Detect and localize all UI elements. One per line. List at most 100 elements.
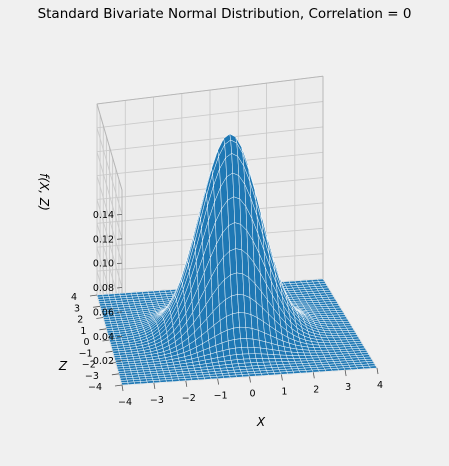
surface-quad	[368, 365, 378, 369]
surface-quad	[240, 338, 249, 348]
surface-quad	[221, 340, 230, 351]
y-tick-mark	[96, 317, 104, 319]
y-tick-label: 0	[83, 337, 89, 348]
surface-quad	[225, 295, 233, 317]
surface-quad	[227, 196, 235, 226]
y-tick-mark	[102, 339, 110, 342]
y-tick-label: 1	[80, 326, 86, 337]
y-tick-mark	[111, 373, 119, 376]
surface-quad	[171, 378, 180, 382]
surface-quad	[178, 378, 187, 382]
surface-quad	[140, 380, 148, 384]
surface-quad	[230, 359, 239, 365]
surface-quad	[228, 222, 236, 252]
x-tick-label: −1	[214, 391, 228, 402]
surface-quad	[230, 272, 238, 297]
y-tick-mark	[99, 328, 107, 331]
y-tick-label: −1	[79, 348, 93, 359]
x-tick-label: 4	[377, 380, 383, 391]
tick-labels: 0.020.040.060.080.100.120.14−4 −3 −2 −1 0 1 2 3…	[71, 210, 383, 408]
surface-quad	[236, 353, 244, 360]
z-tick-label: 0.08	[93, 283, 114, 294]
x-tick-label: −3	[150, 395, 164, 406]
surface-quad	[248, 373, 257, 377]
surface-quad	[243, 358, 252, 364]
surface-quad	[225, 152, 233, 178]
x-tick-mark	[217, 378, 219, 385]
pane-edge	[96, 103, 123, 191]
x-tick-label: 1	[281, 386, 287, 397]
surface-quad	[159, 379, 167, 383]
surface-quad	[197, 376, 206, 381]
x-tick-label: −2	[182, 393, 196, 404]
z-tick-mark	[116, 238, 123, 240]
surface-quad	[235, 374, 244, 378]
surface-quad	[121, 382, 129, 386]
surface-quad	[260, 372, 269, 376]
surface-quad	[222, 375, 231, 379]
y-tick-label: −2	[82, 360, 96, 371]
surface-quad	[241, 346, 250, 355]
surface-quad	[216, 375, 225, 379]
z-tick-label: 0.02	[93, 356, 114, 367]
x-axis-label: X	[256, 415, 266, 429]
z-tick-label: 0.14	[93, 210, 114, 221]
z-tick-label: 0.12	[93, 234, 114, 245]
z-tick-mark	[116, 360, 123, 362]
y-tick-label: −4	[88, 382, 102, 393]
surface-quad	[203, 376, 212, 380]
x-tick-label: 0	[249, 389, 255, 400]
y-tick-mark	[114, 384, 123, 387]
surface-quad	[237, 358, 245, 364]
surface-quad	[229, 354, 238, 361]
surface-quad	[241, 373, 250, 378]
surface-quad	[255, 358, 264, 363]
z-axis-label: f(X, Z)	[37, 173, 51, 211]
z-tick-label: 0.04	[93, 332, 114, 343]
surface-quad	[133, 381, 142, 385]
x-tick-mark	[312, 372, 315, 379]
surface-quad	[242, 353, 251, 360]
x-tick-mark	[376, 367, 379, 375]
y-tick-mark	[105, 350, 113, 353]
surface-quad	[127, 381, 136, 385]
x-tick-mark	[121, 384, 124, 392]
surface-quad	[227, 339, 236, 350]
surface-quad	[226, 313, 234, 331]
surface-quad	[184, 377, 193, 381]
z-tick-mark	[116, 335, 123, 338]
surface-quad	[229, 248, 237, 276]
surface-quad	[226, 327, 235, 342]
x-tick-label: 3	[345, 382, 351, 393]
x-tick-label: −4	[118, 397, 132, 408]
surface-quad	[248, 353, 257, 360]
y-tick-mark	[89, 294, 98, 297]
y-tick-mark	[93, 305, 101, 308]
y-tick-label: 2	[77, 315, 83, 326]
y-tick-label: −3	[85, 371, 99, 382]
surface-quad	[249, 358, 258, 363]
y-tick-label: 3	[74, 303, 80, 314]
pane-edge	[96, 75, 324, 105]
z-tick-mark	[116, 287, 123, 289]
x-tick-mark	[153, 382, 156, 389]
z-tick-mark	[116, 311, 123, 313]
x-tick-mark	[185, 380, 188, 387]
x-tick-label: 2	[313, 384, 319, 395]
surface-quad	[235, 347, 243, 355]
z-tick-mark	[116, 214, 123, 216]
surface-quad	[228, 347, 237, 356]
surface-quad	[233, 326, 241, 340]
surface-mesh	[96, 133, 378, 386]
y-axis-label: Z	[58, 359, 68, 373]
surface-quad	[234, 338, 242, 349]
y-tick-label: 4	[71, 292, 77, 303]
surface-quad	[229, 374, 238, 378]
surface-quad	[152, 379, 161, 384]
surface-quad	[226, 172, 234, 201]
chart-title: Standard Bivariate Normal Distribution, …	[38, 6, 412, 22]
x-tick-mark	[281, 374, 283, 381]
surface-quad	[146, 380, 155, 384]
